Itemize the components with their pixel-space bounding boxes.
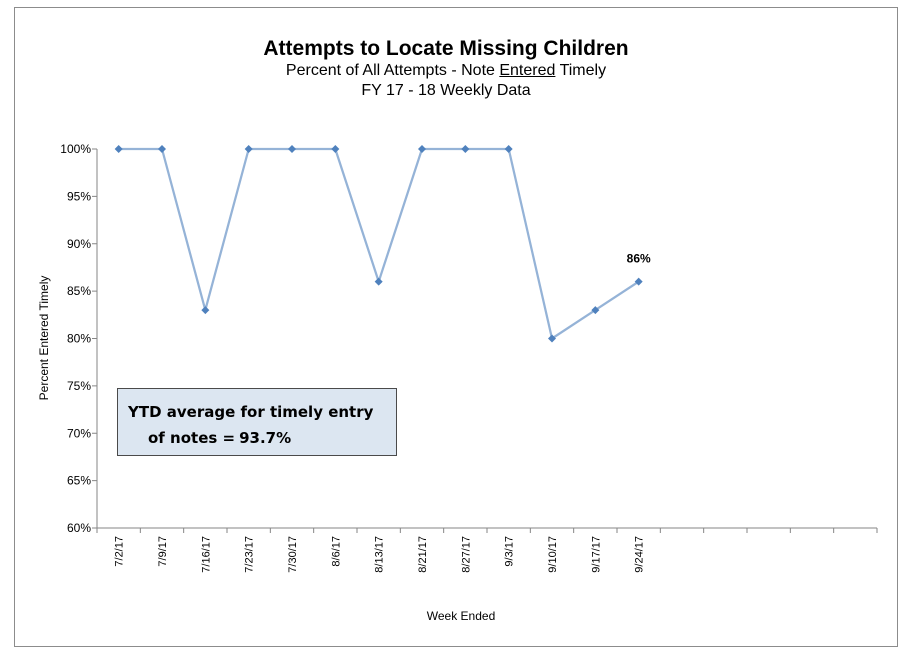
y-tick-label: 60% [67, 521, 91, 535]
axes [92, 148, 878, 533]
x-tick-label: 9/17/17 [590, 536, 602, 573]
data-point [461, 145, 470, 153]
x-tick-label: 9/10/17 [547, 536, 559, 573]
series-layer [114, 145, 643, 343]
y-tick-label: 80% [67, 332, 91, 346]
chart-subtitle-line-2: FY 17 - 18 Weekly Data [361, 82, 531, 99]
data-point [158, 145, 166, 153]
x-tick-label: 9/3/17 [504, 536, 516, 567]
y-tick-label: 70% [67, 426, 91, 440]
x-tick-label: 7/16/17 [200, 536, 212, 573]
ytd-annotation-box: YTD average for timely entry of notes = 9… [117, 388, 397, 456]
data-label: 86% [627, 252, 651, 266]
data-point [331, 145, 340, 153]
y-tick-label: 65% [67, 474, 91, 488]
series-line [118, 147, 640, 340]
data-point [504, 145, 513, 153]
x-tick-label: 8/21/17 [417, 536, 429, 573]
x-tick-label: 7/23/17 [244, 536, 256, 573]
chart-title: Attempts to Locate Missing Children [263, 37, 629, 60]
subtitle-suffix: Timely [555, 62, 607, 79]
y-tick-label: 100% [60, 142, 91, 156]
x-tick-label: 8/6/17 [330, 536, 342, 567]
data-point [591, 306, 600, 315]
x-tick-label: 7/30/17 [287, 536, 299, 573]
x-tick-label: 9/24/17 [634, 536, 646, 573]
data-point [244, 145, 253, 153]
y-tick-label: 90% [67, 237, 91, 251]
y-tick-label: 75% [67, 379, 91, 393]
ytd-annotation-line-2: of notes = 93.7% [148, 429, 291, 447]
chart-title-block: Attempts to Locate Missing Children Perc… [0, 37, 912, 101]
labels-layer: 60% 65% 70% 75% 80% 85% 90% 95% 100% 7/2/17 7/9/17… [60, 142, 651, 573]
chart-subtitle-line-1: Percent of All Attempts - Note Entered T… [0, 61, 912, 81]
data-point [634, 277, 643, 286]
data-point [114, 145, 123, 153]
chart-frame [14, 7, 898, 647]
y-tick-label: 85% [67, 284, 91, 298]
y-axis-label: Percent Entered Timely [37, 276, 51, 401]
ytd-annotation-line-1: YTD average for timely entry [128, 403, 374, 421]
x-tick-label: 7/9/17 [157, 536, 169, 567]
subtitle-prefix: Percent of All Attempts - Note [285, 62, 500, 79]
x-tick-label: 8/27/17 [460, 536, 472, 573]
x-axis-label: Week Ended [427, 609, 496, 623]
x-tick-label: 8/13/17 [374, 536, 386, 573]
ytd-annotation-prefix: of notes = [148, 429, 236, 447]
subtitle-underlined-word: Entered [499, 62, 556, 79]
ytd-annotation-value: 93.7% [239, 429, 292, 447]
data-point [288, 145, 296, 153]
data-point [548, 334, 556, 343]
x-tick-label: 7/2/17 [114, 536, 126, 567]
data-point [418, 145, 426, 153]
data-point [374, 277, 383, 286]
y-tick-label: 95% [67, 189, 91, 203]
data-point [201, 306, 210, 315]
